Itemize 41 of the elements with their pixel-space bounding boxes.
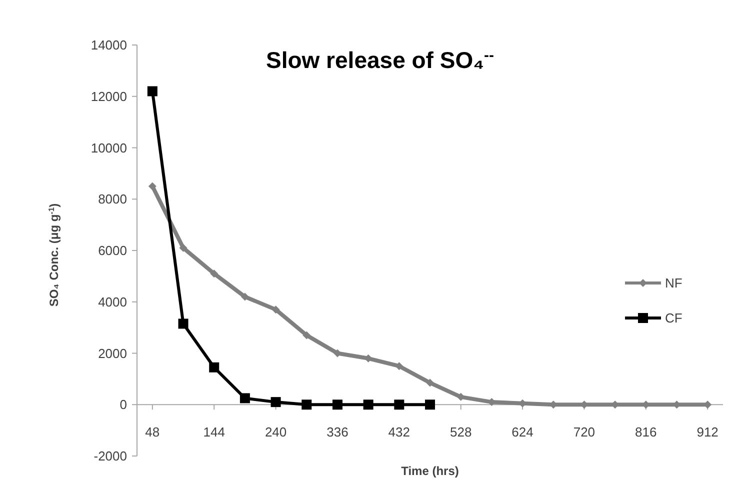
point bbox=[240, 393, 250, 404]
point bbox=[302, 331, 311, 340]
point bbox=[270, 397, 281, 408]
y-tick-label: 12000 bbox=[90, 88, 127, 104]
point bbox=[148, 182, 156, 190]
y-tick-label: 4000 bbox=[98, 294, 127, 310]
point bbox=[332, 400, 342, 410]
point bbox=[178, 318, 188, 329]
point bbox=[179, 244, 188, 252]
point bbox=[147, 86, 158, 96]
y-tick-label: 0 bbox=[120, 397, 127, 412]
x-tick-label: 816 bbox=[635, 424, 657, 440]
x-axis-title: Time (hrs) bbox=[401, 464, 459, 478]
y-tick-label: 14000 bbox=[90, 38, 127, 53]
x-tick-label: 144 bbox=[203, 424, 225, 440]
point bbox=[210, 270, 218, 278]
point bbox=[395, 362, 404, 370]
point bbox=[425, 400, 435, 410]
legend-label: CF bbox=[665, 310, 682, 326]
point bbox=[302, 400, 312, 410]
point bbox=[209, 362, 220, 372]
y-tick-label: 2000 bbox=[98, 346, 127, 361]
x-tick-label: 432 bbox=[388, 424, 410, 440]
x-tick-label: 720 bbox=[573, 424, 596, 440]
point bbox=[394, 400, 404, 410]
y-tick-label: 8000 bbox=[98, 192, 127, 207]
y-tick-label: 6000 bbox=[98, 243, 127, 258]
chart-title: Slow release of SO₄$^{--}$ bbox=[266, 46, 494, 73]
legend-label: NF bbox=[665, 276, 682, 291]
point bbox=[426, 378, 434, 387]
x-tick-label: 48 bbox=[145, 424, 160, 440]
x-tick-label: 912 bbox=[696, 424, 718, 440]
y-tick-label: 10000 bbox=[90, 140, 127, 156]
x-tick-label: 624 bbox=[512, 424, 534, 440]
point bbox=[272, 306, 280, 314]
point bbox=[363, 400, 374, 410]
x-tick-label: 336 bbox=[326, 424, 348, 440]
x-tick-label: 240 bbox=[264, 424, 287, 440]
x-tick-label: 528 bbox=[450, 424, 472, 440]
point bbox=[240, 292, 249, 301]
y-tick-label: -2000 bbox=[94, 448, 127, 464]
